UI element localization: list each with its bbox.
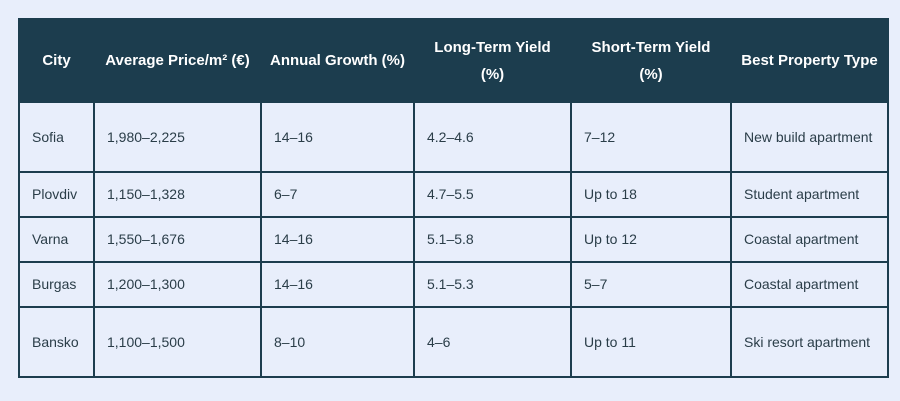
- cell-best-property-type: Coastal apartment: [730, 216, 889, 263]
- table-row: Sofia 1,980–2,225 14–16 4.2–4.6 7–12 New…: [18, 101, 889, 173]
- cell-annual-growth: 14–16: [260, 261, 415, 308]
- table-header-row: City Average Price/m² (€) Annual Growth …: [18, 18, 889, 103]
- table-row: Plovdiv 1,150–1,328 6–7 4.7–5.5 Up to 18…: [18, 171, 889, 218]
- cell-short-term-yield: Up to 12: [570, 216, 732, 263]
- cell-annual-growth: 8–10: [260, 306, 415, 378]
- property-table-container: City Average Price/m² (€) Annual Growth …: [18, 18, 889, 378]
- cell-short-term-yield: 7–12: [570, 101, 732, 173]
- cell-annual-growth: 14–16: [260, 216, 415, 263]
- cell-average-price: 1,980–2,225: [93, 101, 262, 173]
- cell-short-term-yield: Up to 11: [570, 306, 732, 378]
- header-average-price: Average Price/m² (€): [93, 18, 262, 103]
- header-annual-growth: Annual Growth (%): [260, 18, 415, 103]
- cell-long-term-yield: 4.7–5.5: [413, 171, 572, 218]
- header-short-term-yield: Short-Term Yield (%): [570, 18, 732, 103]
- cell-average-price: 1,150–1,328: [93, 171, 262, 218]
- cell-long-term-yield: 4–6: [413, 306, 572, 378]
- cell-best-property-type: Ski resort apartment: [730, 306, 889, 378]
- header-best-property-type: Best Property Type: [730, 18, 889, 103]
- cell-best-property-type: Student apartment: [730, 171, 889, 218]
- cell-long-term-yield: 5.1–5.8: [413, 216, 572, 263]
- cell-long-term-yield: 5.1–5.3: [413, 261, 572, 308]
- cell-city: Burgas: [18, 261, 95, 308]
- cell-average-price: 1,550–1,676: [93, 216, 262, 263]
- header-city: City: [18, 18, 95, 103]
- table-row: Bansko 1,100–1,500 8–10 4–6 Up to 11 Ski…: [18, 306, 889, 378]
- cell-annual-growth: 14–16: [260, 101, 415, 173]
- cell-city: Sofia: [18, 101, 95, 173]
- cell-best-property-type: Coastal apartment: [730, 261, 889, 308]
- header-long-term-yield: Long-Term Yield (%): [413, 18, 572, 103]
- cell-average-price: 1,100–1,500: [93, 306, 262, 378]
- cell-long-term-yield: 4.2–4.6: [413, 101, 572, 173]
- cell-short-term-yield: 5–7: [570, 261, 732, 308]
- table-row: Burgas 1,200–1,300 14–16 5.1–5.3 5–7 Coa…: [18, 261, 889, 308]
- cell-best-property-type: New build apartment: [730, 101, 889, 173]
- cell-city: Varna: [18, 216, 95, 263]
- cell-average-price: 1,200–1,300: [93, 261, 262, 308]
- table-row: Varna 1,550–1,676 14–16 5.1–5.8 Up to 12…: [18, 216, 889, 263]
- cell-city: Plovdiv: [18, 171, 95, 218]
- cell-short-term-yield: Up to 18: [570, 171, 732, 218]
- property-comparison-table: City Average Price/m² (€) Annual Growth …: [18, 18, 889, 378]
- cell-city: Bansko: [18, 306, 95, 378]
- cell-annual-growth: 6–7: [260, 171, 415, 218]
